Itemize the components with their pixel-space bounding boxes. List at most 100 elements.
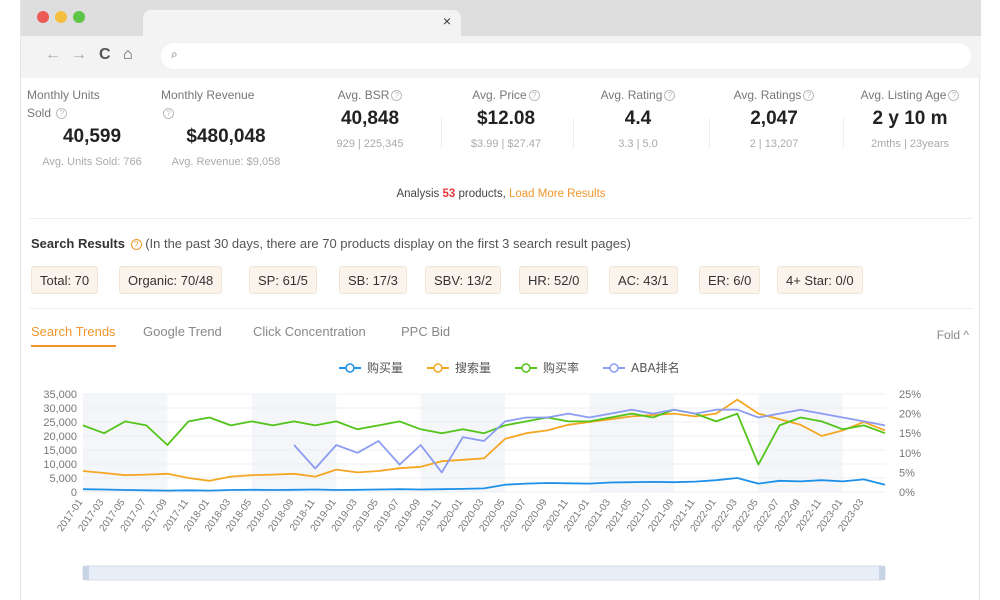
y-right-tick-label: 20% <box>899 409 921 421</box>
y-right-tick-label: 10% <box>899 448 921 460</box>
metric-label: Monthly Revenue ? <box>161 88 255 120</box>
metric-label: Avg. Rating? <box>573 86 703 104</box>
series-line-1 <box>82 398 886 482</box>
help-icon[interactable]: ? <box>948 90 960 102</box>
chip-ac[interactable]: AC: 43/1 <box>609 266 678 294</box>
y-left-tick-label: 15,000 <box>43 445 77 457</box>
y-left-tick-label: 5,000 <box>49 473 77 485</box>
metric-sub: $3.99 | $27.47 <box>470 138 542 150</box>
help-icon[interactable]: ? <box>163 108 174 120</box>
zoom-handle-right <box>879 566 885 580</box>
close-tab-icon[interactable]: × <box>442 13 451 29</box>
metric-sub: Avg. Revenue: $9,058 <box>171 156 281 168</box>
metric-avg-ratings: Avg. Ratings? 2,047 2 | 13,207 <box>709 86 839 186</box>
minimize-window-dot[interactable] <box>55 11 67 23</box>
help-icon[interactable]: ? <box>130 239 142 251</box>
browser-window: × ← → C ⌂ ⌕ Monthly Units Sold ? 40,599 … <box>20 0 981 600</box>
series-line-2 <box>82 408 886 466</box>
divider <box>709 118 710 148</box>
legend-label: ABA排名 <box>631 360 680 375</box>
divider <box>29 308 973 309</box>
chip-organic[interactable]: Organic: 70/48 <box>119 266 223 294</box>
browser-tab[interactable]: × <box>143 10 461 38</box>
metric-monthly-revenue: Monthly Revenue ? $480,048 Avg. Revenue:… <box>161 86 291 186</box>
metric-value: 2,047 <box>750 108 798 129</box>
chart-band <box>589 394 674 492</box>
tab-click-concentration[interactable]: Click Concentration <box>253 324 366 339</box>
chip-sb[interactable]: SB: 17/3 <box>339 266 407 294</box>
maximize-window-dot[interactable] <box>73 11 85 23</box>
legend-marker <box>609 363 619 373</box>
forward-icon[interactable]: → <box>71 46 87 63</box>
chip-total[interactable]: Total: 70 <box>31 266 99 294</box>
metric-value: 2 y 10 m <box>872 108 948 129</box>
fold-toggle[interactable]: Fold ^ <box>936 328 969 342</box>
close-window-dot[interactable] <box>37 11 49 23</box>
chip-four-star[interactable]: 4+ Star: 0/0 <box>777 266 863 294</box>
metric-sub: 2 | 13,207 <box>749 138 799 150</box>
metric-sub: 2mths | 23years <box>870 138 950 150</box>
divider <box>573 118 574 148</box>
search-results-note: (In the past 30 days, there are 70 produ… <box>145 236 631 251</box>
y-right-tick-label: 25% <box>899 389 921 401</box>
legend-label: 购买率 <box>543 360 579 375</box>
legend-marker <box>521 363 531 373</box>
legend-marker <box>345 363 355 373</box>
search-results-title: Search Results <box>31 236 125 251</box>
metric-sub: Avg. Units Sold: 766 <box>42 156 142 168</box>
metric-label: Avg. BSR? <box>305 86 435 104</box>
metric-monthly-units: Monthly Units Sold ? 40,599 Avg. Units S… <box>27 86 157 186</box>
metric-label: Monthly Units Sold ? <box>27 88 100 120</box>
help-icon[interactable]: ? <box>56 108 68 120</box>
metric-sub: 3.3 | 5.0 <box>618 138 658 150</box>
y-right-tick-label: 0% <box>899 487 915 499</box>
series-line-0 <box>82 477 886 492</box>
analysis-middle: products, <box>455 188 509 200</box>
reload-icon[interactable]: C <box>99 46 111 63</box>
metric-avg-price: Avg. Price? $12.08 $3.99 | $27.47 <box>441 86 571 186</box>
legend-marker <box>433 363 443 373</box>
y-right-tick-label: 15% <box>899 428 921 440</box>
tab-search-trends[interactable]: Search Trends <box>31 324 116 347</box>
metric-avg-listing-age: Avg. Listing Age? 2 y 10 m 2mths | 23yea… <box>843 86 977 186</box>
metric-sub: 929 | 225,345 <box>336 138 404 150</box>
nav-bar: ← → C ⌂ ⌕ <box>21 36 981 78</box>
chip-hr[interactable]: HR: 52/0 <box>519 266 589 294</box>
metric-avg-bsr: Avg. BSR? 40,848 929 | 225,345 <box>305 86 435 186</box>
help-icon[interactable]: ? <box>664 90 676 102</box>
y-right-tick-label: 5% <box>899 467 915 479</box>
analysis-line: Analysis 53 products, Load More Results <box>21 188 981 200</box>
search-trends-chart: 35,000 30,000 25,000 20,000 15,000 10,000 5,00… <box>43 360 921 581</box>
divider <box>29 218 973 219</box>
back-icon[interactable]: ← <box>45 46 61 63</box>
tab-ppc-bid[interactable]: PPC Bid <box>401 324 451 339</box>
zoom-slider <box>82 565 886 581</box>
divider <box>441 118 442 148</box>
y-left-tick-label: 20,000 <box>43 431 77 443</box>
chip-sp[interactable]: SP: 61/5 <box>249 266 317 294</box>
address-bar[interactable]: ⌕ <box>161 43 971 69</box>
analysis-count: 53 <box>442 188 456 200</box>
chip-sbv[interactable]: SBV: 13/2 <box>425 266 502 294</box>
metric-value: 40,848 <box>340 108 400 129</box>
y-left-tick-label: 10,000 <box>43 459 77 471</box>
load-more-link[interactable]: Load More Results <box>509 188 606 200</box>
tab-google-trend[interactable]: Google Trend <box>143 324 222 339</box>
metric-label: Avg. Listing Age? <box>843 86 977 104</box>
help-icon[interactable]: ? <box>803 90 815 102</box>
metric-value: 40,599 <box>62 126 122 147</box>
series-line-3 <box>293 408 886 474</box>
metric-avg-rating: Avg. Rating? 4.4 3.3 | 5.0 <box>573 86 703 186</box>
help-icon[interactable]: ? <box>391 90 403 102</box>
metric-label: Avg. Price? <box>441 86 571 104</box>
chip-er[interactable]: ER: 6/0 <box>699 266 761 294</box>
chart-band <box>83 394 168 492</box>
help-icon[interactable]: ? <box>528 90 540 102</box>
search-icon: ⌕ <box>171 47 178 61</box>
metric-label: Avg. Ratings? <box>709 86 839 104</box>
metric-value: $12.08 <box>476 108 536 129</box>
home-icon[interactable]: ⌂ <box>123 46 133 63</box>
legend-label: 搜索量 <box>455 360 491 375</box>
metric-value: $480,048 <box>186 126 266 147</box>
y-left-tick-label: 35,000 <box>43 389 77 401</box>
